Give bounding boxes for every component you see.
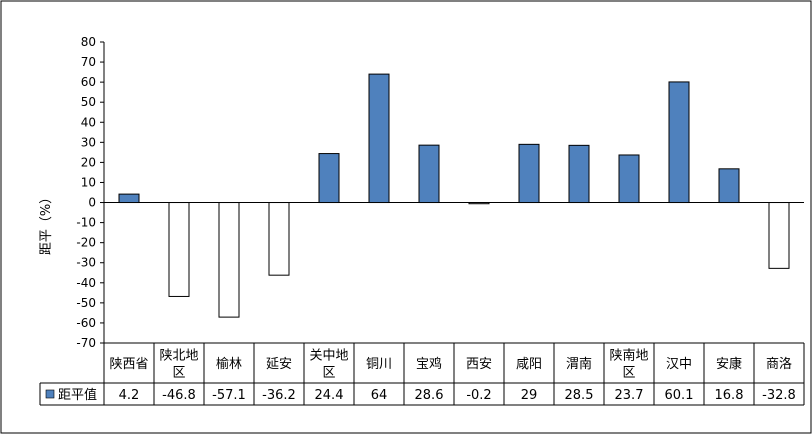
data-label: 28.5 bbox=[565, 388, 594, 403]
category-label: 安康 bbox=[716, 356, 742, 372]
bars bbox=[118, 73, 790, 318]
y-tick-label: -70 bbox=[76, 336, 96, 350]
data-label: 29 bbox=[521, 388, 538, 403]
data-label: 24.4 bbox=[315, 388, 344, 403]
y-tick-label: -60 bbox=[76, 316, 96, 330]
category-label: 铜川 bbox=[366, 357, 392, 372]
bar bbox=[418, 144, 440, 204]
y-tick-label: -20 bbox=[76, 236, 96, 250]
data-label: 16.8 bbox=[715, 388, 744, 403]
data-label: 60.1 bbox=[665, 388, 694, 403]
category-label: 陕南地 bbox=[609, 348, 648, 364]
category-label: 陕北地 bbox=[159, 349, 198, 364]
data-label: 4.2 bbox=[119, 388, 140, 403]
data-label: -32.8 bbox=[762, 388, 796, 403]
bar bbox=[568, 144, 590, 204]
y-tick-label: -30 bbox=[76, 256, 96, 270]
category-label: 榆林 bbox=[216, 357, 242, 372]
data-label: 28.6 bbox=[415, 388, 444, 403]
y-tick-label: -50 bbox=[76, 296, 96, 310]
category-label: 延安 bbox=[266, 357, 292, 372]
bar bbox=[118, 193, 140, 204]
category-label: 区 bbox=[322, 366, 335, 381]
category-label: 西安 bbox=[466, 357, 492, 372]
data-label: 23.7 bbox=[615, 388, 644, 403]
data-label: -46.8 bbox=[162, 388, 196, 403]
category-label: 商洛 bbox=[766, 357, 792, 372]
data-label: 64 bbox=[371, 388, 388, 403]
y-tick-label: 80 bbox=[81, 35, 96, 49]
y-tick-label: 10 bbox=[81, 175, 96, 189]
y-tick-label: 20 bbox=[81, 155, 96, 169]
category-label: 陕西省 bbox=[109, 357, 148, 372]
y-tick-label: 70 bbox=[81, 55, 96, 69]
bar bbox=[768, 202, 790, 269]
bar bbox=[518, 143, 540, 204]
bar bbox=[318, 153, 340, 204]
bar bbox=[218, 202, 240, 318]
bar bbox=[168, 202, 190, 297]
bar bbox=[268, 202, 290, 276]
y-tick-label: 50 bbox=[81, 95, 96, 109]
y-tick-label: 30 bbox=[81, 135, 96, 149]
category-label: 关中地 bbox=[309, 349, 348, 364]
category-label: 区 bbox=[172, 366, 185, 381]
y-axis-label: 距平（%） bbox=[39, 191, 54, 255]
bar bbox=[718, 168, 740, 204]
y-tick-label: -40 bbox=[76, 276, 96, 290]
y-tick-label: 60 bbox=[81, 75, 96, 89]
category-label: 汉中 bbox=[666, 357, 692, 372]
category-label: 区 bbox=[622, 366, 635, 381]
bar bbox=[668, 81, 690, 204]
data-label: -57.1 bbox=[212, 388, 246, 403]
legend-key bbox=[45, 389, 55, 399]
bar bbox=[618, 154, 640, 204]
data-label: -36.2 bbox=[262, 388, 296, 403]
legend-label: 距平值 bbox=[58, 387, 97, 403]
y-tick-label: 40 bbox=[81, 115, 96, 129]
data-label: -0.2 bbox=[466, 388, 491, 403]
bar bbox=[468, 202, 490, 205]
bar bbox=[368, 73, 390, 204]
category-label: 渭南 bbox=[566, 356, 592, 372]
y-tick-label: -10 bbox=[76, 216, 96, 230]
category-label: 宝鸡 bbox=[416, 356, 442, 372]
category-label: 咸阳 bbox=[516, 357, 542, 372]
y-tick-label: 0 bbox=[88, 196, 96, 210]
